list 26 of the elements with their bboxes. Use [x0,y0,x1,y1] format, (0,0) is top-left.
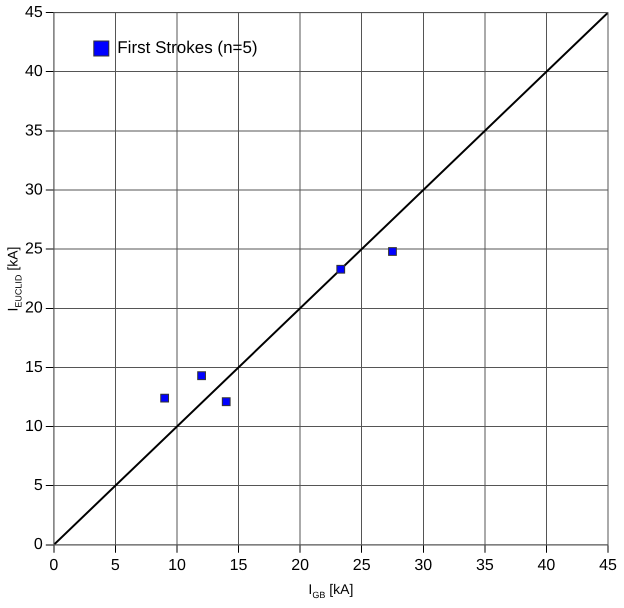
y-tick-label: 30 [25,181,43,198]
x-tick-label: 20 [291,556,310,574]
y-tick-label: 10 [25,418,43,435]
y-tick-label: 5 [34,477,43,494]
x-tick-label: 10 [168,556,186,574]
point [336,264,346,274]
point [197,371,206,380]
x-tick-label: 0 [49,556,58,574]
x-tick-label: 45 [599,556,617,574]
x-tick-label: 35 [476,556,494,574]
x-tick-label: 25 [352,556,371,574]
x-tick-label: 40 [538,556,556,574]
y-tick-label: 0 [34,536,43,554]
x-tick-label: 15 [230,556,248,574]
y-tick-label: 45 [25,4,43,22]
y-tick-label: 20 [25,300,43,317]
x-tick-label: 30 [414,556,432,574]
y-tick-label: 15 [25,358,43,376]
y-tick-label: 25 [25,240,43,258]
x-tick-label: 5 [110,556,120,574]
point [160,394,170,403]
x-axis-title: I$_{GB}$ [kA] [308,580,354,600]
y-tick-label: 40 [25,63,43,80]
point [388,247,397,256]
y-tick-label: 35 [25,122,43,140]
point [222,397,231,406]
